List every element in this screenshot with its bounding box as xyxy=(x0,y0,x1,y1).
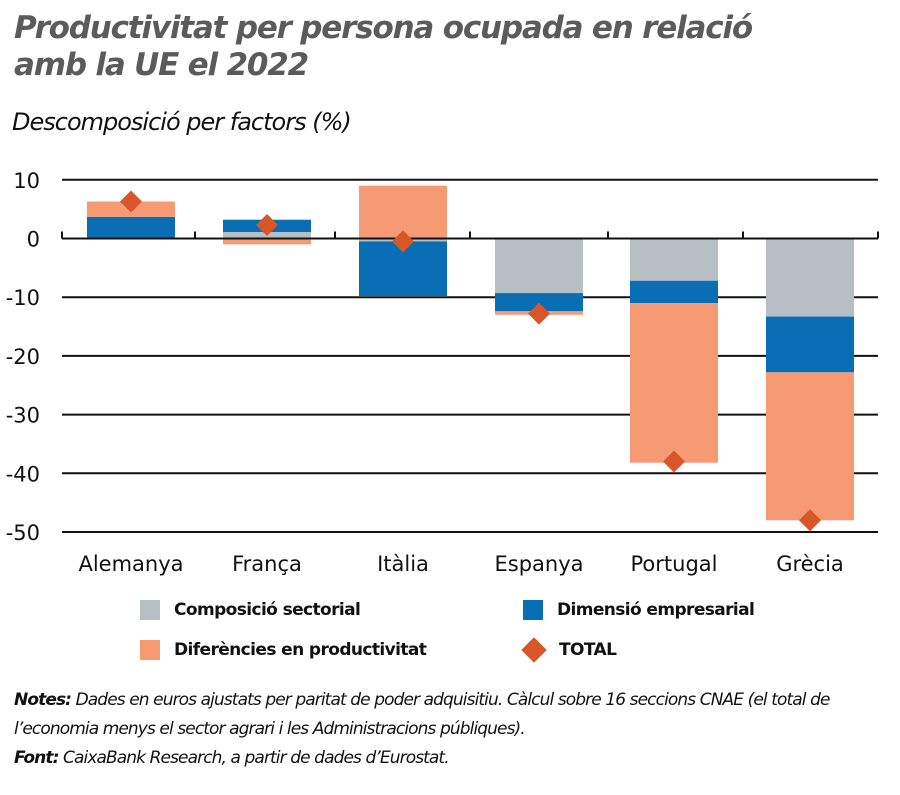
legend-label: Dimensió empresarial xyxy=(557,600,755,620)
source-label: Font: xyxy=(14,748,59,768)
legend-label: TOTAL xyxy=(559,640,617,660)
notes-label: Notes: xyxy=(14,690,72,710)
bar-segment xyxy=(630,238,718,281)
y-tick-label: -20 xyxy=(6,345,40,369)
x-category-label: Portugal xyxy=(631,552,718,576)
bar-segment xyxy=(495,293,583,312)
x-category-label: Alemanya xyxy=(78,552,183,576)
total-diamond-marker xyxy=(256,213,278,236)
chart-legend: Composició sectorial Dimensió empresaria… xyxy=(140,600,840,670)
legend-swatch-sectorial xyxy=(140,600,160,620)
bar-segment xyxy=(766,316,854,373)
total-diamond-marker xyxy=(120,190,142,213)
y-tick-label: 0 xyxy=(27,228,40,252)
x-category-label: Espanya xyxy=(494,552,583,576)
legend-diamond-icon xyxy=(521,637,547,663)
legend-label: Composició sectorial xyxy=(174,600,361,620)
chart-notes: Notes: Dades en euros ajustats per parit… xyxy=(14,686,894,773)
chart-subtitle: Descomposició per factors (%) xyxy=(12,108,352,136)
bar-segment xyxy=(766,238,854,317)
legend-item-diferencies: Diferències en productivitat xyxy=(140,640,427,660)
chart-title-line1: Productivitat per persona ocupada en rel… xyxy=(14,10,753,46)
source-line: Font: CaixaBank Research, a partir de da… xyxy=(14,744,894,773)
bar-segment xyxy=(766,372,854,521)
y-tick-label: -10 xyxy=(6,286,40,310)
total-diamond-marker xyxy=(799,509,821,532)
total-diamond-marker xyxy=(392,230,414,253)
notes-text: Dades en euros ajustats per paritat de p… xyxy=(14,690,830,739)
bar-segment xyxy=(87,216,175,239)
chart-title: Productivitat per persona ocupada en rel… xyxy=(14,10,884,84)
y-tick-label: -40 xyxy=(6,462,40,486)
y-tick-label: -30 xyxy=(6,404,40,428)
bar-segment xyxy=(630,303,718,463)
total-diamond-marker xyxy=(663,450,685,473)
bar-segment xyxy=(495,238,583,294)
legend-swatch-dimensio xyxy=(523,600,543,620)
source-text: CaixaBank Research, a partir de dades d’… xyxy=(58,748,450,768)
bar-group-portugal xyxy=(630,238,718,463)
y-tick-label: -50 xyxy=(6,521,40,545)
bar-segment xyxy=(223,238,311,245)
total-diamond-marker xyxy=(528,302,550,325)
x-category-label: Grècia xyxy=(776,552,844,576)
x-category-label: França xyxy=(232,552,302,576)
bar-group-espanya xyxy=(495,238,583,315)
legend-swatch-diferencies xyxy=(140,640,160,660)
legend-item-sectorial: Composició sectorial xyxy=(140,600,361,620)
y-tick-label: 10 xyxy=(13,169,40,193)
x-category-label: Itàlia xyxy=(377,552,429,576)
bar-segment xyxy=(630,280,718,304)
legend-item-dimensio: Dimensió empresarial xyxy=(523,600,755,620)
bar-segment xyxy=(359,185,447,239)
chart-title-line2: amb la UE el 2022 xyxy=(14,47,309,83)
notes-line: Notes: Dades en euros ajustats per parit… xyxy=(14,686,894,744)
legend-label: Diferències en productivitat xyxy=(174,640,427,660)
legend-item-total: TOTAL xyxy=(521,637,617,663)
bar-group-grècia xyxy=(766,238,854,521)
